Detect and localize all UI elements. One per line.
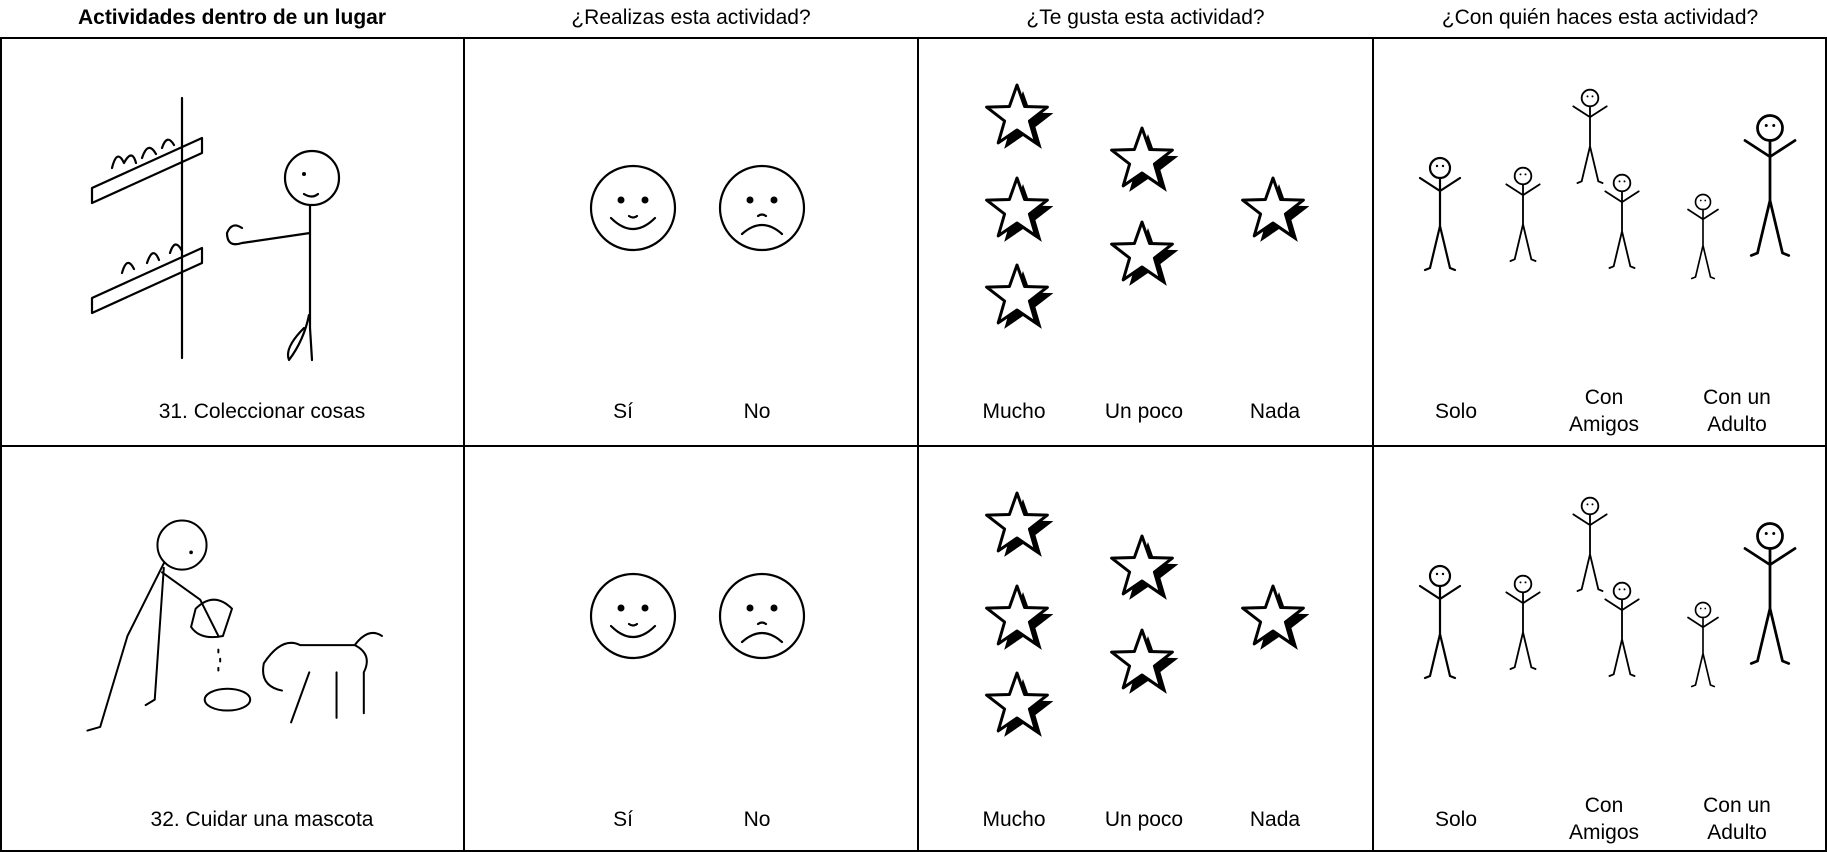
option-label: Mucho	[982, 399, 1046, 423]
star	[985, 263, 1055, 331]
option-label: Nada	[1249, 807, 1301, 831]
option-label: Solo	[1434, 399, 1478, 423]
option-label: Sí	[613, 399, 633, 423]
star	[1241, 176, 1311, 244]
option-label: Nada	[1249, 399, 1301, 423]
person-figure	[1505, 166, 1541, 263]
sad-face	[718, 164, 806, 252]
option-label: Con Amigos	[1568, 386, 1640, 436]
option-label: No	[743, 807, 771, 831]
person-figure	[1572, 88, 1608, 185]
sad-face	[718, 572, 806, 660]
star	[985, 671, 1055, 739]
activity-illustration	[90, 96, 341, 362]
option-label: 32. Cuidar una mascota	[150, 807, 374, 831]
column-header: ¿Con quién haces esta actividad?	[1441, 6, 1759, 29]
star	[1110, 220, 1180, 288]
option-label: 31. Coleccionar cosas	[158, 399, 366, 423]
person-figure	[1418, 156, 1462, 272]
person-figure	[1687, 601, 1719, 688]
activity-illustration	[86, 519, 384, 732]
option-label: Sí	[613, 807, 633, 831]
person-figure	[1687, 193, 1719, 280]
option-label: Mucho	[982, 807, 1046, 831]
option-label: Solo	[1434, 807, 1478, 831]
option-label: Un poco	[1104, 399, 1184, 423]
person-figure	[1743, 113, 1797, 258]
happy-face	[589, 572, 677, 660]
star	[985, 83, 1055, 151]
column-header: ¿Te gusta esta actividad?	[1026, 6, 1265, 29]
person-figure	[1743, 521, 1797, 666]
star	[985, 491, 1055, 559]
column-header: ¿Realizas esta actividad?	[571, 6, 811, 29]
person-figure	[1572, 496, 1608, 593]
option-label: No	[743, 399, 771, 423]
option-label: Con Amigos	[1568, 794, 1640, 844]
star	[1110, 534, 1180, 602]
option-label: Un poco	[1104, 807, 1184, 831]
happy-face	[589, 164, 677, 252]
person-figure	[1604, 581, 1640, 678]
star	[985, 176, 1055, 244]
option-label: Con un Adulto	[1703, 794, 1771, 844]
star	[1110, 126, 1180, 194]
person-figure	[1604, 173, 1640, 270]
column-header: Actividades dentro de un lugar	[77, 6, 387, 29]
star	[1110, 628, 1180, 696]
star	[985, 584, 1055, 652]
person-figure	[1418, 564, 1462, 680]
person-figure	[1505, 574, 1541, 671]
star	[1241, 584, 1311, 652]
option-label: Con un Adulto	[1703, 386, 1771, 436]
table-borders	[0, 37, 1827, 852]
